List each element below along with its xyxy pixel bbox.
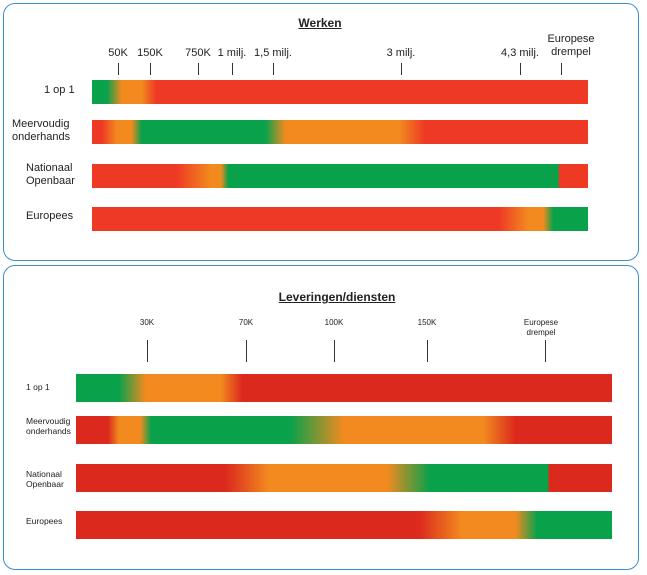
works-row-label: Europees xyxy=(26,210,74,222)
works-tick-line xyxy=(273,63,274,75)
works-tick-label: 1 milj. xyxy=(217,47,247,59)
works-row-label: Nationaal Openbaar xyxy=(26,162,75,188)
works-bar-nationaal-openbaar xyxy=(92,164,588,188)
supplies-row-label: Nationaal Openbaar xyxy=(26,469,64,490)
supplies-row-label: Meervoudig onderhands xyxy=(26,416,71,437)
supplies-bar-1-op-1 xyxy=(76,374,612,402)
supplies-tick-label: 30K xyxy=(139,318,155,327)
works-tick-line xyxy=(150,63,151,75)
works-panel: Werken 50K 150K 750K 1 milj. 1,5 milj. 3… xyxy=(3,3,639,261)
works-row-label: Meervoudig onderhands xyxy=(12,118,71,144)
supplies-tick-line xyxy=(334,340,335,362)
works-tick-line xyxy=(198,63,199,75)
supplies-tick-label: 150K xyxy=(417,318,437,327)
works-tick-line xyxy=(520,63,521,75)
supplies-row-label: 1 op 1 xyxy=(26,382,50,392)
supplies-bar-europees xyxy=(76,511,612,539)
supplies-tick-line xyxy=(147,340,148,362)
supplies-bar-meervoudig-onderhands xyxy=(76,416,612,444)
works-tick-label: 50K xyxy=(108,47,128,59)
works-bar-meervoudig-onderhands xyxy=(92,120,588,144)
works-tick-label: 150K xyxy=(137,47,163,59)
supplies-tick-line xyxy=(427,340,428,362)
works-tick-label: 3 milj. xyxy=(386,47,416,59)
supplies-panel: Leveringen/diensten 30K 70K 100K 150K Eu… xyxy=(3,265,639,570)
supplies-tick-line xyxy=(545,340,546,362)
works-tick-line xyxy=(232,63,233,75)
works-tick-line xyxy=(561,63,562,75)
supplies-tick-label: 100K xyxy=(324,318,344,327)
works-tick-label: 750K xyxy=(185,47,211,59)
supplies-title: Leveringen/diensten xyxy=(278,290,396,304)
works-title: Werken xyxy=(298,16,342,30)
works-tick-label: 1,5 milj. xyxy=(254,47,292,59)
supplies-tick-line xyxy=(246,340,247,362)
works-tick-label: Europese drempel xyxy=(547,33,595,58)
supplies-tick-label: Europese drempel xyxy=(523,318,559,337)
works-tick-line xyxy=(401,63,402,75)
works-row-label: 1 op 1 xyxy=(44,84,75,96)
works-bar-europees xyxy=(92,207,588,231)
supplies-bar-nationaal-openbaar xyxy=(76,464,612,492)
supplies-tick-label: 70K xyxy=(238,318,254,327)
works-tick-label: 4,3 milj. xyxy=(501,47,539,59)
supplies-row-label: Europees xyxy=(26,516,63,526)
works-tick-line xyxy=(118,63,119,75)
works-bar-1-op-1 xyxy=(92,80,588,104)
